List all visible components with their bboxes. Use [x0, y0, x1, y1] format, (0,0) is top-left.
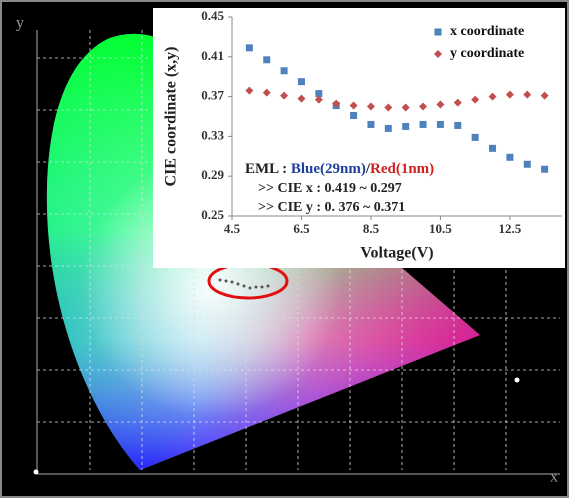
data-point	[506, 153, 514, 161]
cie-trace	[218, 278, 270, 290]
inset-panel	[153, 8, 565, 268]
y-tick-label: 0.41	[201, 48, 224, 63]
x-axis-label: Voltage(V)	[360, 245, 433, 262]
y-axis-label: CIE coordinate (x,y)	[163, 47, 180, 187]
data-point	[419, 120, 427, 128]
data-point	[488, 92, 497, 101]
cie-point	[33, 469, 39, 475]
x-tick-label: 6.5	[293, 221, 310, 236]
data-point	[280, 67, 288, 75]
data-point	[280, 91, 289, 100]
annotation-title: EML : Blue(29nm)/Red(1nm)	[245, 161, 434, 177]
annotation-segment: /	[365, 161, 371, 177]
data-point	[384, 124, 392, 132]
y-tick-label: 0.33	[201, 127, 224, 142]
cie-grid	[37, 30, 560, 470]
data-point	[315, 90, 323, 98]
data-point	[471, 133, 479, 141]
annotation-segment: Red(1nm)	[370, 161, 434, 177]
annotation-segment: EML :	[245, 161, 291, 177]
data-point	[471, 95, 480, 104]
annotation-line: >> CIE y : 0. 376 ~ 0.371	[258, 200, 405, 215]
data-point	[350, 112, 358, 120]
data-point	[245, 86, 254, 95]
data-point	[297, 78, 305, 86]
data-point	[419, 102, 428, 111]
cie-x-label: x	[550, 469, 558, 486]
cie-point	[514, 377, 520, 383]
data-point	[523, 90, 532, 99]
data-point	[453, 98, 462, 107]
y-tick-label: 0.25	[201, 207, 224, 222]
data-point	[366, 102, 375, 111]
data-point	[436, 120, 444, 128]
data-point	[505, 90, 514, 99]
legend-label: x coordinate	[450, 24, 524, 39]
annotation-line: >> CIE x : 0.419 ~ 0.297	[258, 181, 402, 196]
data-point	[489, 144, 497, 152]
data-point	[454, 121, 462, 129]
data-point	[314, 95, 323, 104]
inset-chart: 0.25 0.29 0.33 0.37 0.41 0.45 4.5 6.5 8.5 10.5 12.…	[163, 8, 562, 262]
data-point	[402, 122, 410, 130]
data-point	[523, 160, 531, 168]
data-point	[245, 44, 253, 52]
data-point	[367, 120, 375, 128]
data-point	[263, 56, 271, 64]
x-tick-label: 12.5	[499, 221, 522, 236]
data-point	[384, 103, 393, 112]
data-point	[349, 101, 358, 110]
x-tick-label: 10.5	[429, 221, 452, 236]
y-tick-label: 0.45	[201, 8, 224, 23]
data-point	[436, 100, 445, 109]
x-tick-label: 4.5	[224, 221, 241, 236]
legend-marker	[434, 28, 442, 36]
data-point	[262, 88, 271, 97]
annotation-segment: Blue(29nm)	[291, 161, 366, 177]
data-point	[401, 103, 410, 112]
data-point	[332, 99, 341, 108]
y-tick-label: 0.37	[201, 88, 224, 103]
data-point	[540, 91, 549, 100]
data-point	[297, 94, 306, 103]
legend-marker	[434, 50, 442, 58]
legend-label: y coordinate	[450, 46, 524, 61]
data-point	[541, 165, 549, 173]
y-tick-label: 0.29	[201, 167, 224, 182]
x-tick-label: 8.5	[363, 221, 380, 236]
cie-y-label: y	[16, 15, 24, 32]
